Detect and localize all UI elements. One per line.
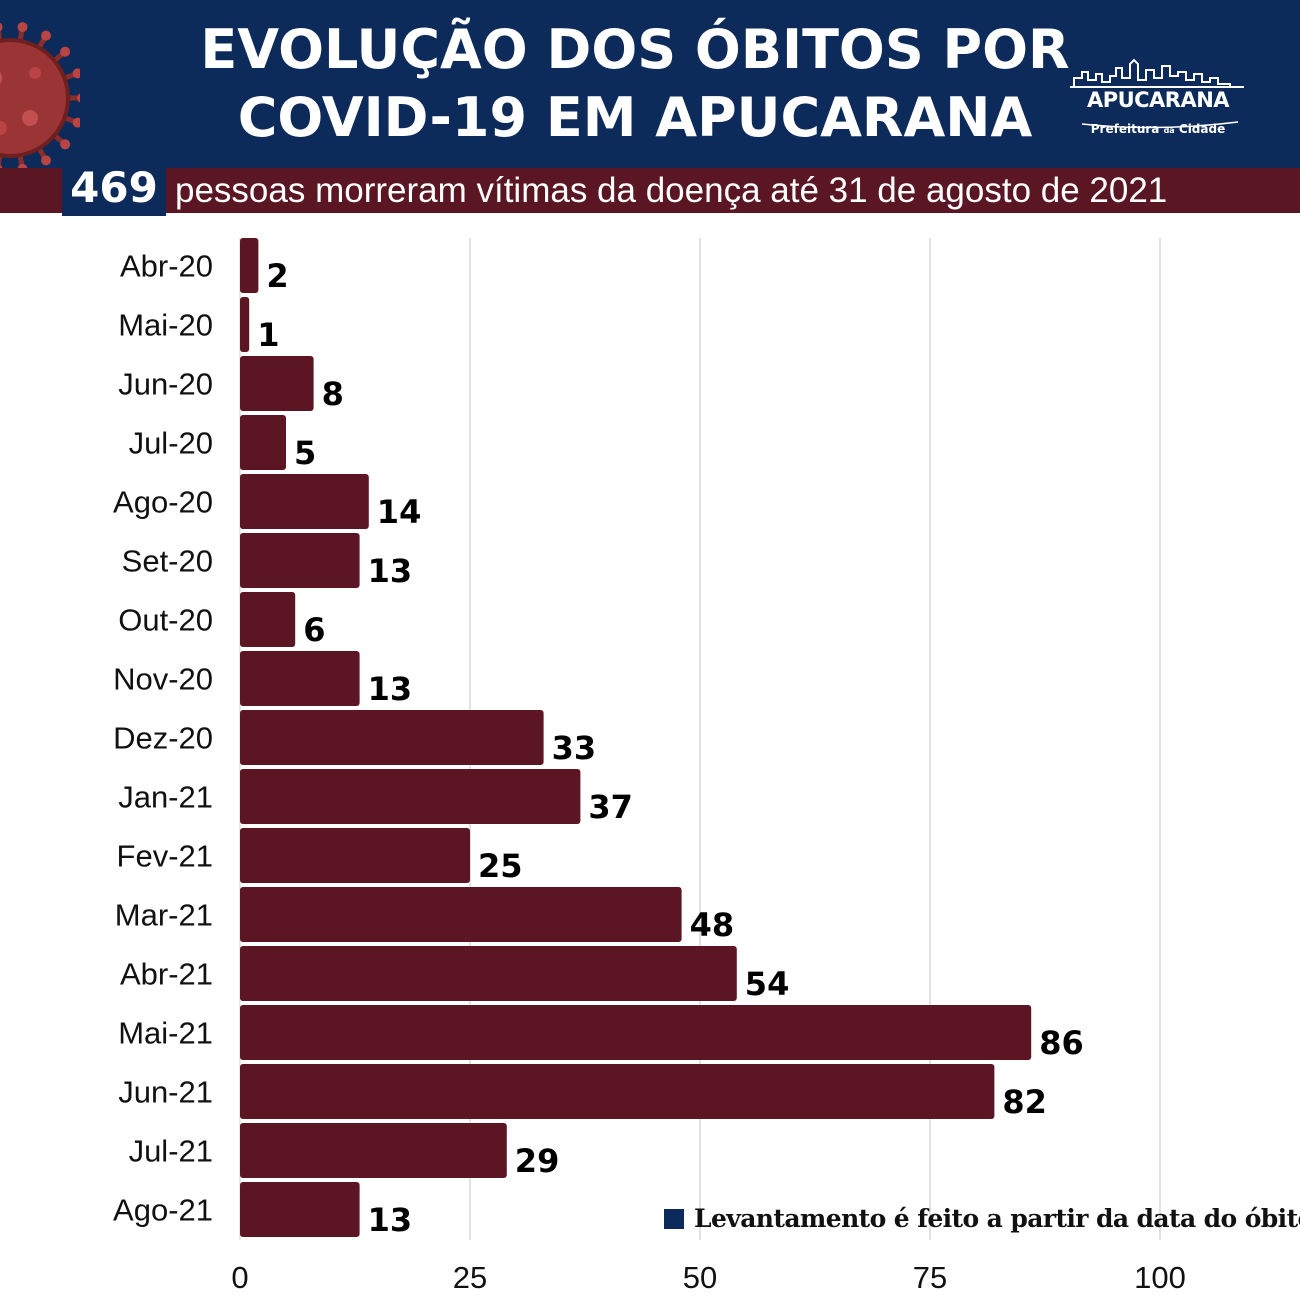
value-label: 1 <box>257 316 279 354</box>
category-label: Out-20 <box>118 603 213 638</box>
category-label: Abr-20 <box>120 249 213 284</box>
bars <box>240 238 1032 1237</box>
category-label: Ago-21 <box>113 1193 213 1228</box>
bar <box>240 415 286 470</box>
logo-sub-a: Prefeitura <box>1090 122 1160 136</box>
x-tick-label: 50 <box>683 1260 717 1295</box>
bar-chart: Abr-20 Mai-20 Jun-20 Jul-20 Ago-20 Set-20 Out-… <box>113 238 1186 1295</box>
logo-sub-c: Cidade <box>1178 122 1226 136</box>
logo-sub-b: da <box>1163 126 1175 135</box>
category-label: Jun-20 <box>118 367 213 402</box>
logo-name: APUCARANA <box>1086 88 1230 112</box>
subtitle-text: pessoas morreram vítimas da doença até 3… <box>175 171 1168 210</box>
category-labels: Abr-20 Mai-20 Jun-20 Jul-20 Ago-20 Set-20 Out-… <box>113 249 213 1228</box>
bar <box>240 1123 507 1178</box>
category-label: Jul-20 <box>129 426 213 461</box>
category-label: Jul-21 <box>129 1134 213 1169</box>
total-deaths-number: 469 <box>70 163 158 212</box>
x-axis-ticks: 0 25 50 75 100 <box>231 1260 1185 1295</box>
footnote-text: Levantamento é feito a partir da data do… <box>694 1204 1300 1233</box>
x-tick-label: 75 <box>913 1260 947 1295</box>
bar <box>240 356 314 411</box>
x-tick-label: 100 <box>1134 1260 1186 1295</box>
value-labels: 2 1 85 14 13 6 13 33 37 25 48 54 86 82 29 13 <box>257 257 1084 1239</box>
bar <box>240 297 250 352</box>
bar <box>240 651 360 706</box>
bar <box>240 710 544 765</box>
total-deaths-badge: 469 <box>62 160 166 216</box>
value-label: 37 <box>588 788 633 826</box>
bar <box>240 533 360 588</box>
category-label: Ago-20 <box>113 485 213 520</box>
bar <box>240 1182 360 1237</box>
logo-subtitle: Prefeitura da Cidade <box>1068 122 1248 136</box>
bar <box>240 238 259 293</box>
category-label: Fev-21 <box>117 839 213 874</box>
value-label: 13 <box>368 1201 413 1239</box>
category-label: Jun-21 <box>118 1075 213 1110</box>
value-label: 8 <box>322 375 344 413</box>
bar <box>240 592 296 647</box>
virus-icon <box>0 22 80 168</box>
bar <box>240 887 682 942</box>
bar <box>240 769 581 824</box>
subtitle-bar <box>0 168 1300 213</box>
x-tick-label: 25 <box>453 1260 487 1295</box>
value-label: 25 <box>478 847 523 885</box>
value-label: 14 <box>377 493 422 531</box>
category-label: Mai-20 <box>118 308 213 343</box>
category-label: Set-20 <box>122 544 213 579</box>
value-label: 13 <box>368 552 413 590</box>
value-label: 2 <box>266 257 288 295</box>
category-label: Mar-21 <box>115 898 213 933</box>
value-label: 54 <box>745 965 790 1003</box>
category-label: Mai-21 <box>118 1016 213 1051</box>
value-label: 33 <box>552 729 597 767</box>
footnote-square-icon <box>664 1208 684 1229</box>
footnote: Levantamento é feito a partir da data do… <box>664 1204 1300 1233</box>
bar <box>240 1064 995 1119</box>
value-label: 6 <box>303 611 325 649</box>
title-line-1: EVOLUÇÃO DOS ÓBITOS POR <box>200 18 1070 81</box>
category-label: Dez-20 <box>113 721 213 756</box>
value-label: 82 <box>1002 1083 1047 1121</box>
category-label: Jan-21 <box>118 780 213 815</box>
title-line-2: COVID-19 EM APUCARANA <box>237 86 1033 149</box>
value-label: 29 <box>515 1142 560 1180</box>
value-label: 5 <box>294 434 316 472</box>
bar <box>240 828 470 883</box>
page-title: EVOLUÇÃO DOS ÓBITOS POR COVID-19 EM APUC… <box>150 16 1120 152</box>
value-label: 48 <box>690 906 735 944</box>
category-label: Abr-21 <box>120 957 213 992</box>
value-label: 13 <box>368 670 413 708</box>
header-banner: EVOLUÇÃO DOS ÓBITOS POR COVID-19 EM APUC… <box>0 0 1300 168</box>
bar <box>240 946 737 1001</box>
value-label: 86 <box>1039 1024 1084 1062</box>
bar <box>240 1005 1032 1060</box>
bar <box>240 474 369 529</box>
city-skyline-logo-icon <box>1070 58 1244 129</box>
category-label: Nov-20 <box>113 662 213 697</box>
x-tick-label: 0 <box>231 1260 248 1295</box>
